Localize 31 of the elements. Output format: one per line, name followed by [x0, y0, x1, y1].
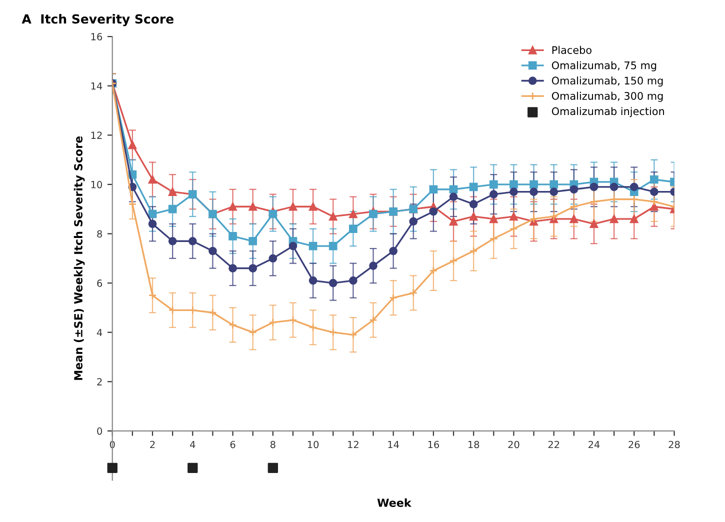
- y-tick-label: 4: [96, 328, 102, 336]
- x-tick-label: 2: [150, 440, 155, 448]
- x-tick-label: 8: [270, 440, 276, 448]
- legend-label: Placebo: [552, 46, 592, 54]
- y-tick-label: 10: [91, 180, 102, 188]
- x-tick-label: 12: [348, 440, 358, 448]
- legend-label: Omalizumab, 75 mg: [552, 61, 656, 72]
- legend-label: Omalizumab injection: [552, 107, 664, 118]
- y-tick-label: 8: [97, 230, 102, 238]
- x-tick-label: 26: [628, 440, 640, 448]
- y-axis-title: Mean (±SE) Weekly Itch Severity Score: [74, 136, 85, 380]
- x-tick-label: 20: [508, 440, 520, 448]
- chart-title: A Itch Severity Score: [22, 14, 174, 26]
- x-tick-label: 24: [588, 440, 600, 448]
- x-axis-title: Week: [377, 498, 412, 507]
- x-tick-label: 16: [428, 440, 440, 448]
- y-tick-label: 6: [97, 280, 102, 287]
- legend-label: Omalizumab, 150 mg: [552, 76, 663, 87]
- x-tick-label: 22: [548, 440, 560, 448]
- y-tick-label: 12: [91, 132, 102, 139]
- x-tick-label: 14: [388, 440, 399, 448]
- x-tick-label: 18: [468, 440, 480, 448]
- y-tick-label: 16: [91, 33, 102, 40]
- x-tick-label: 28: [668, 440, 680, 448]
- x-tick-label: 10: [308, 440, 319, 448]
- y-tick-label: 2: [97, 378, 102, 386]
- y-tick-label: 0: [97, 427, 102, 435]
- legend-label: Omalizumab, 300 mg: [552, 92, 663, 102]
- x-tick-label: 6: [230, 440, 236, 448]
- x-tick-label: 4: [190, 440, 196, 448]
- y-tick-label: 14: [91, 82, 102, 90]
